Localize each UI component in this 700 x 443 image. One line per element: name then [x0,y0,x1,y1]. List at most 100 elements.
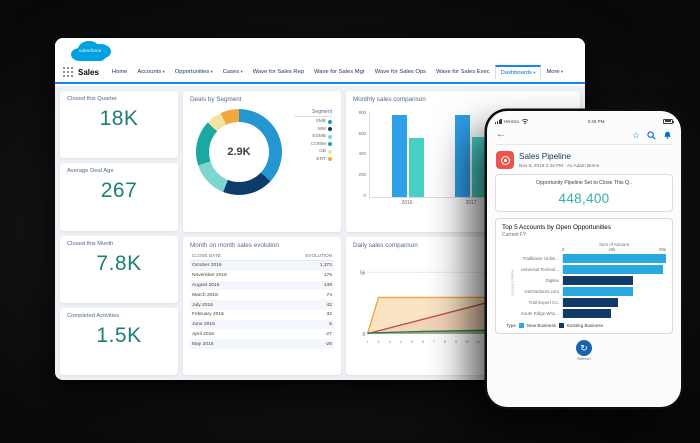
top5-legend: Type New Business Existing Business [502,323,666,328]
card-title: Daily sales comparison [353,242,418,249]
account-label: Universal Technol... [520,267,559,272]
salesforce-logo: salesforce [71,41,113,62]
table-cell: 149 [323,282,332,288]
top5-bar-row: GetOutdoors.com [510,286,666,297]
kpi-label: Completed Activities [67,312,120,319]
table-row[interactable]: October 2016 1,372 [190,260,334,271]
account-label: GetOutdoors.com [524,289,559,294]
carrier-label: Verizon [503,118,520,124]
pipeline-title: Sales Pipeline [519,152,571,162]
svg-text:9: 9 [455,340,457,344]
bar-series-teal-2016[interactable] [408,137,424,197]
account-bar[interactable] [563,254,666,263]
legend-item-ent[interactable]: ENT [294,157,332,162]
phone-overlay: Verizon 2:45 PM ← ☆ [487,111,681,407]
refresh-button[interactable]: ↻ [576,340,592,356]
notifications-bell-icon[interactable] [663,131,672,140]
table-cell: 32 [326,312,332,318]
account-label: Trail Expert Co. [528,300,559,305]
svg-text:11: 11 [476,340,480,344]
legend-label: GB [319,149,326,154]
nav-item-dashboards[interactable]: Dashboards ▾ [494,65,542,79]
account-label: South Ridge Who... [520,311,559,316]
table-cell: June 2016 [192,322,215,328]
favorite-icon[interactable]: ☆ [632,129,640,140]
legend-dot [328,149,332,154]
top5-accounts-card: Top 5 Accounts by Open Opportunities Cur… [495,218,673,334]
legend-item-comm[interactable]: COMM [294,142,332,147]
pipeline-subtitle: Nov 9, 2019 2:44 PM · As Adam Burns [519,162,600,168]
table-row[interactable]: February 2016 32 [190,310,334,320]
kpi-card[interactable]: Completed Activities 1.5K [60,307,178,375]
table-row[interactable]: April 2016 -27 [190,329,334,339]
bar-series-teal-2017[interactable] [472,137,488,197]
kpi-card[interactable]: Average Deal Age 267 [60,163,178,231]
account-bar[interactable] [563,276,633,285]
search-icon[interactable] [647,130,656,140]
account-bar[interactable] [563,309,611,318]
kpi-label: Average Deal Age [67,168,114,175]
nav-item-accounts[interactable]: Accounts ▾ [137,69,165,75]
nav-item-wave-for-sales-rep[interactable]: Wave for Sales Rep [252,69,305,75]
opportunity-metric-card[interactable]: Opportunity Pipeline Set to Close This Q… [495,174,673,212]
legend-swatch [518,323,524,328]
legend-item-esmb[interactable]: ESMB [294,134,332,139]
bar-area [562,287,666,296]
nav-item-wave-for-sales-exec[interactable]: Wave for Sales Exec [436,69,490,75]
top5-bar-row: Digitex [510,275,666,286]
bar-series-blue-2016[interactable] [391,115,407,197]
app-name: Sales [78,67,99,77]
account-bar[interactable] [563,265,664,274]
svg-text:6: 6 [422,340,424,344]
y-tick: 400 [358,151,366,157]
account-label: Digitex [545,278,559,283]
table-row[interactable]: November 2016 176 [190,271,334,281]
nav-item-more[interactable]: More ▾ [546,69,564,75]
table-row[interactable]: August 2016 149 [190,280,334,291]
y-tick: 200 [358,171,366,177]
nav-item-opportunities[interactable]: Opportunities ▾ [174,69,213,75]
legend-label: MM [318,126,326,132]
legend-dot [328,127,332,131]
legend-entry-label: Existing Business [567,323,604,328]
app-launcher-icon[interactable] [63,67,73,77]
kpi-label: Closed this Quarter [67,96,117,102]
card-title: Deals by Segment [190,96,242,103]
nav-item-wave-for-sales-ops[interactable]: Wave for Sales Ops [374,69,427,75]
legend-item-gb[interactable]: GB [294,149,332,154]
evolution-table: CLOSE DATE EVOLUTION October 2016 1,372 No… [190,251,334,350]
donut-chart[interactable]: 2.9K [196,109,282,195]
table-row[interactable]: July 2016 42 [190,300,334,310]
bar-area [562,298,666,307]
top5-subtitle: Current FY [502,232,527,238]
nav-items: Home Accounts ▾ Opportunities ▾ Cases ▾ Wave… [107,62,568,82]
bar-group-2016 [391,115,424,197]
legend-item-smb[interactable]: SMB [294,119,332,124]
table-cell: -27 [324,331,332,337]
account-bar[interactable] [563,287,633,296]
nav-item-wave-for-sales-mgr[interactable]: Wave for Sales Mgr [314,69,365,75]
legend-label: COMM [310,141,326,147]
table-row[interactable]: June 2016 5 [190,319,334,330]
table-row[interactable]: May 2016 -28 [190,339,334,350]
kpi-card[interactable]: Closed this Quarter 18K [60,91,178,159]
salesforce-logo-text: salesforce [79,48,102,53]
account-bar[interactable] [563,298,619,307]
kpi-value: 267 [100,179,138,203]
nav-item-cases[interactable]: Cases ▾ [222,69,243,75]
svg-text:7: 7 [433,340,435,344]
kpi-card[interactable]: Closed this Month 7.8K [60,235,178,303]
clock-label: 2:45 PM [587,118,605,124]
account-label: Trailblazer Unlim... [522,256,559,261]
svg-text:2: 2 [378,340,380,344]
top5-axis-tick: 0 [562,247,565,252]
svg-text:10: 10 [465,340,469,344]
top5-bar-row: South Ridge Who... [510,308,666,319]
back-icon[interactable]: ← [496,129,506,140]
segment-legend: Segment SMB MM ESMB COMM GB ENT [294,109,332,195]
table-row[interactable]: March 2016 74 [190,290,334,300]
legend-items: SMB MM ESMB COMM GB ENT [294,119,332,162]
legend-item-mm[interactable]: MM [294,127,332,132]
bar-series-blue-2017[interactable] [455,115,471,197]
nav-item-home[interactable]: Home [111,69,128,75]
